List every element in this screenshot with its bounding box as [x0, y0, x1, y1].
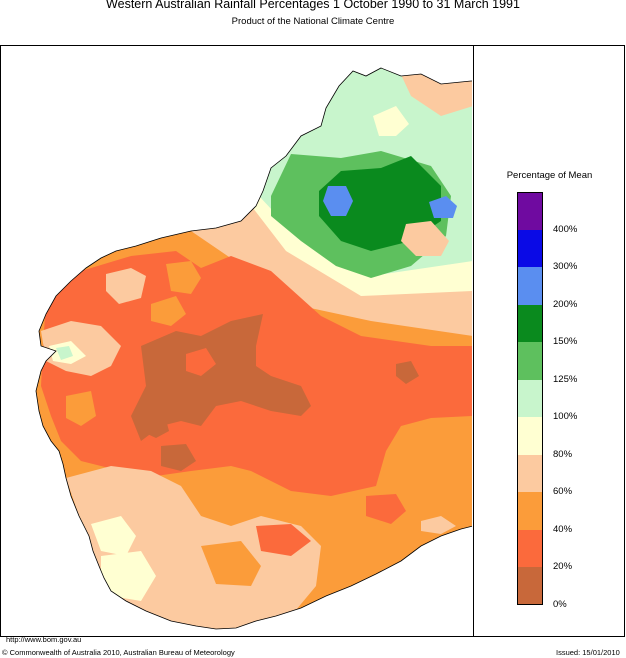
legend-swatch: [517, 192, 543, 230]
zone-20-40-southeast-a: [256, 524, 311, 556]
legend-swatch: [517, 454, 543, 492]
zone-60-80-southeast: [421, 516, 456, 534]
legend-swatch: [517, 267, 543, 305]
zone-20-40-hole-b: [261, 344, 301, 374]
footer-copyright: © Commonwealth of Australia 2010, Austra…: [2, 648, 235, 657]
zone-80-100-southwest-a: [91, 516, 136, 556]
footer-url: http://www.bom.gov.au: [6, 635, 82, 644]
coastline: [35, 67, 472, 630]
zone-0-20-east: [396, 361, 419, 384]
rainfall-zones: [36, 68, 472, 629]
legend-swatch: [517, 304, 543, 342]
zone-0-20-central: [131, 314, 311, 441]
legend-tick-label: 0%: [553, 598, 567, 610]
zone-0-20-south: [161, 444, 196, 471]
legend-tick-label: 80%: [553, 448, 573, 460]
footer-issued: Issued: 15/01/2010: [556, 648, 620, 657]
zone-20-40-hole-a: [186, 348, 216, 376]
legend-tick-label: 400%: [553, 223, 578, 235]
legend-swatch: [517, 379, 543, 417]
legend-tick-label: 40%: [553, 523, 573, 535]
legend-swatch: [517, 229, 543, 267]
map-subtitle: Product of the National Climate Centre: [231, 16, 395, 27]
rainfall-map: [35, 67, 472, 630]
legend-swatch: [517, 567, 543, 605]
legend-swatch: [517, 529, 543, 567]
legend-swatch: [517, 492, 543, 530]
frame-divider: [473, 45, 474, 637]
map-title: Western Australian Rainfall Percentages …: [106, 0, 520, 11]
legend-tick-label: 20%: [553, 561, 573, 572]
legend-tick-label: 60%: [553, 486, 573, 497]
zone-200-300-a: [323, 186, 353, 216]
legend-swatch: [517, 342, 543, 380]
zone-40-60-southwest: [201, 541, 261, 586]
zone-20-40-southeast-b: [366, 494, 406, 524]
map-frame: [0, 45, 625, 637]
legend-tick-label: 200%: [553, 298, 578, 310]
zone-40-60-pilbara-a: [166, 261, 201, 294]
zone-80-100-kimberley: [373, 106, 409, 136]
zone-80-100-southwest-b: [101, 551, 156, 601]
legend-swatch: [517, 417, 543, 455]
legend-tick-label: 300%: [553, 261, 578, 272]
zone-60-80-inlier: [401, 221, 449, 256]
zone-0-20-west: [141, 401, 169, 438]
zone-60-80-gascoyne: [106, 268, 146, 304]
legend-tick-label: 150%: [553, 336, 578, 347]
zone-100-125-west-coast: [56, 346, 73, 360]
legend-tick-label: 125%: [553, 373, 578, 385]
zone-200-300-b: [429, 196, 457, 218]
zone-40-60-pilbara-b: [151, 296, 186, 326]
legend-title: Percentage of Mean: [506, 170, 593, 181]
legend-tick-label: 100%: [553, 411, 578, 422]
zone-40-60-midwest: [66, 391, 96, 426]
